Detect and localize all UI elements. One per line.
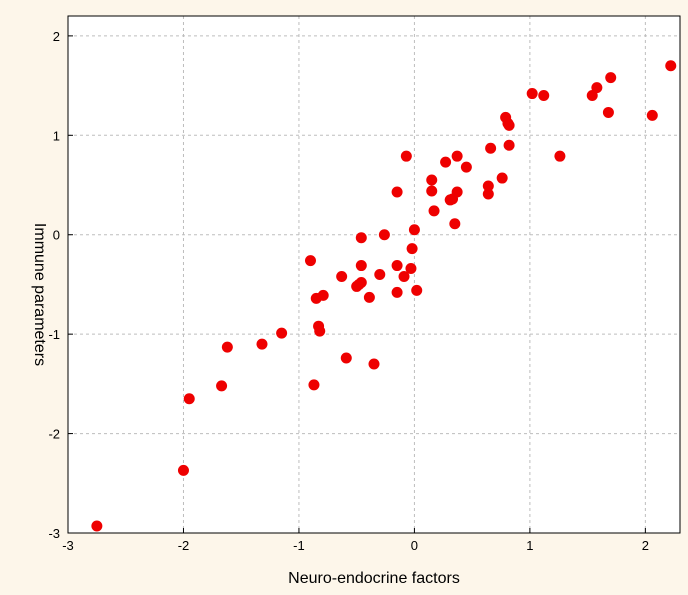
y-tick-label: -2 bbox=[48, 427, 60, 442]
data-point bbox=[426, 174, 438, 186]
data-point bbox=[340, 352, 352, 364]
data-point bbox=[440, 156, 452, 168]
data-point bbox=[391, 260, 403, 272]
data-point bbox=[177, 464, 189, 476]
data-point bbox=[355, 260, 367, 272]
data-point bbox=[586, 90, 598, 102]
data-point bbox=[304, 255, 316, 267]
data-point bbox=[496, 172, 508, 184]
data-point bbox=[503, 139, 515, 151]
data-point bbox=[426, 185, 438, 197]
x-tick-label: -3 bbox=[62, 538, 74, 553]
data-point bbox=[355, 232, 367, 244]
data-point bbox=[526, 88, 538, 100]
y-tick-label: 1 bbox=[53, 128, 60, 143]
y-axis-title: Immune parameters bbox=[31, 223, 48, 366]
y-tick-label: 2 bbox=[53, 29, 60, 44]
y-tick-label: -3 bbox=[48, 526, 60, 541]
data-point bbox=[378, 229, 390, 241]
data-point bbox=[405, 263, 417, 275]
data-point bbox=[503, 119, 515, 131]
y-tick-label: -1 bbox=[48, 327, 60, 342]
data-point bbox=[460, 161, 472, 173]
axis-ticks: -3 -2 -1 0 1 2 -3 -2 -1 0 1 2 bbox=[48, 29, 649, 553]
plot-area bbox=[67, 15, 681, 534]
data-point bbox=[368, 358, 380, 370]
data-point bbox=[308, 379, 320, 391]
data-point bbox=[451, 186, 463, 198]
y-tick-label: 0 bbox=[53, 228, 60, 243]
data-point bbox=[485, 142, 497, 154]
data-point bbox=[317, 289, 329, 301]
x-tick-label: 2 bbox=[642, 538, 649, 553]
data-point bbox=[221, 341, 233, 353]
data-point bbox=[591, 82, 603, 94]
data-point bbox=[391, 186, 403, 198]
data-point bbox=[602, 106, 614, 118]
data-point bbox=[482, 180, 494, 192]
x-tick-label: -2 bbox=[178, 538, 190, 553]
data-point bbox=[482, 188, 494, 200]
x-tick-label: -1 bbox=[293, 538, 305, 553]
data-point bbox=[665, 60, 677, 72]
data-point bbox=[336, 270, 348, 282]
data-point bbox=[411, 284, 423, 296]
data-point bbox=[391, 286, 403, 298]
data-point bbox=[314, 325, 326, 337]
x-tick-label: 0 bbox=[411, 538, 418, 553]
data-point bbox=[646, 109, 658, 121]
data-point bbox=[374, 269, 386, 280]
data-point bbox=[91, 520, 103, 532]
data-point bbox=[216, 380, 228, 392]
data-point bbox=[449, 218, 461, 230]
data-point bbox=[398, 270, 410, 282]
data-point bbox=[183, 393, 195, 405]
data-point bbox=[256, 338, 268, 350]
data-point bbox=[400, 150, 412, 162]
data-point bbox=[355, 276, 367, 288]
data-point bbox=[605, 72, 617, 84]
data-point bbox=[406, 243, 418, 255]
plot-background bbox=[68, 16, 680, 533]
data-point bbox=[276, 327, 288, 339]
data-point bbox=[451, 150, 463, 162]
data-point bbox=[538, 90, 550, 102]
data-point bbox=[554, 150, 566, 162]
x-tick-label: 1 bbox=[526, 538, 533, 553]
data-point bbox=[428, 205, 440, 217]
data-point bbox=[363, 291, 375, 303]
data-point bbox=[408, 224, 420, 236]
x-axis-title: Neuro-endocrine factors bbox=[288, 570, 460, 587]
data-points bbox=[91, 60, 677, 532]
grid bbox=[68, 16, 680, 533]
